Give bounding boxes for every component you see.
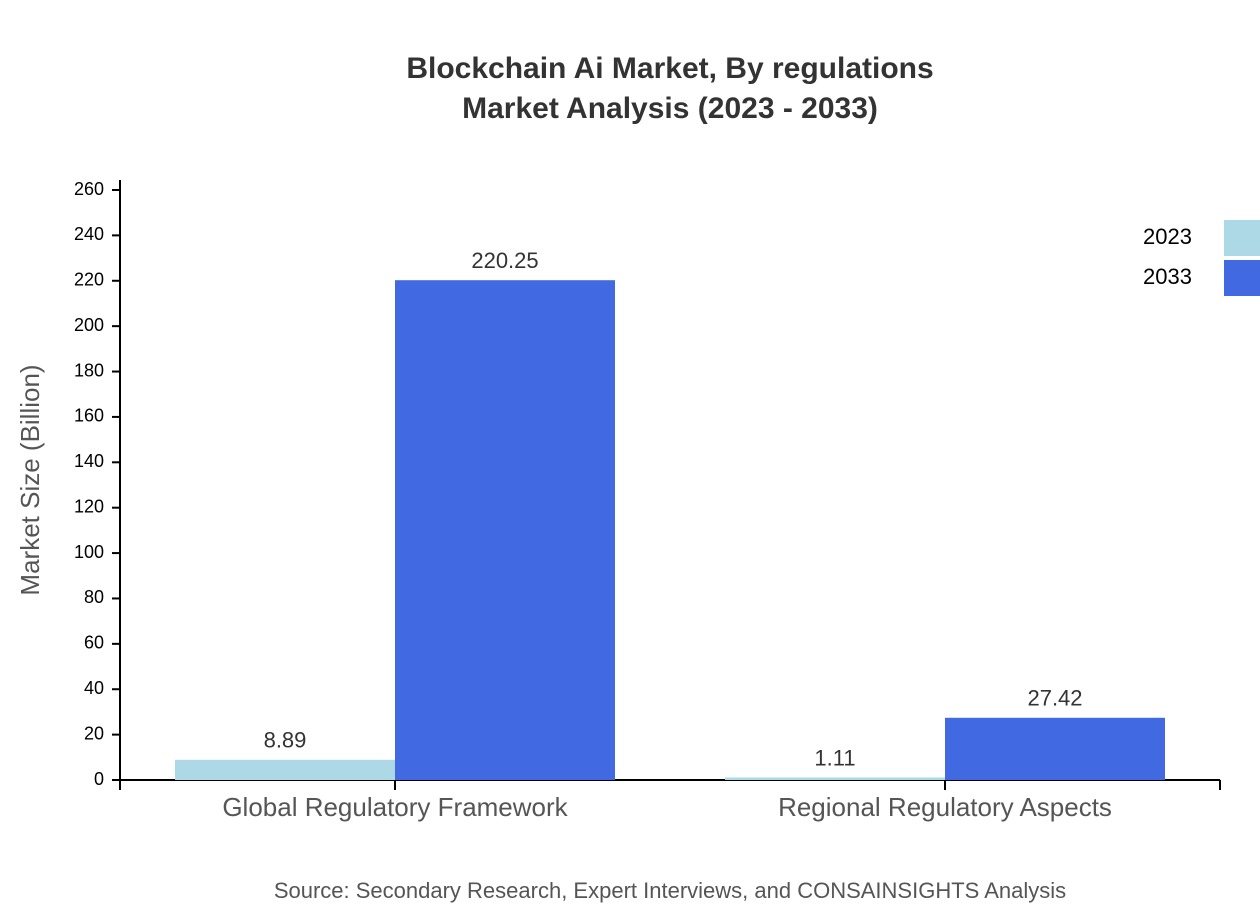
legend-label: 2033 [1143,264,1192,289]
bar [945,717,1165,780]
y-tick-label: 80 [84,587,104,607]
y-tick-label: 240 [74,224,104,244]
legend-label: 2023 [1143,224,1192,249]
legend-swatch [1224,260,1260,296]
value-label: 220.25 [471,248,538,273]
chart-title: Blockchain Ai Market, By regulations [406,52,933,85]
y-tick-label: 100 [74,542,104,562]
source-note: Source: Secondary Research, Expert Inter… [274,878,1066,903]
x-tick-label: Regional Regulatory Aspects [778,792,1112,822]
y-axis-label: Market Size (Billion) [15,364,45,595]
value-label: 8.89 [264,728,307,753]
value-label: 27.42 [1027,686,1082,711]
bar [395,280,615,780]
bar [175,759,395,780]
y-tick-label: 0 [94,769,104,789]
y-tick-label: 40 [84,678,104,698]
legend-swatch [1224,220,1260,256]
x-tick-label: Global Regulatory Framework [222,792,568,822]
y-tick-label: 200 [74,315,104,335]
y-tick-label: 60 [84,633,104,653]
bar [725,777,945,780]
y-tick-label: 260 [74,179,104,199]
y-tick-label: 20 [84,723,104,743]
chart-subtitle: Market Analysis (2023 - 2033) [462,92,878,125]
y-tick-label: 140 [74,451,104,471]
y-tick-label: 120 [74,496,104,516]
value-label: 1.11 [814,745,855,770]
y-tick-label: 180 [74,360,104,380]
y-tick-label: 220 [74,270,104,290]
y-tick-label: 160 [74,406,104,426]
